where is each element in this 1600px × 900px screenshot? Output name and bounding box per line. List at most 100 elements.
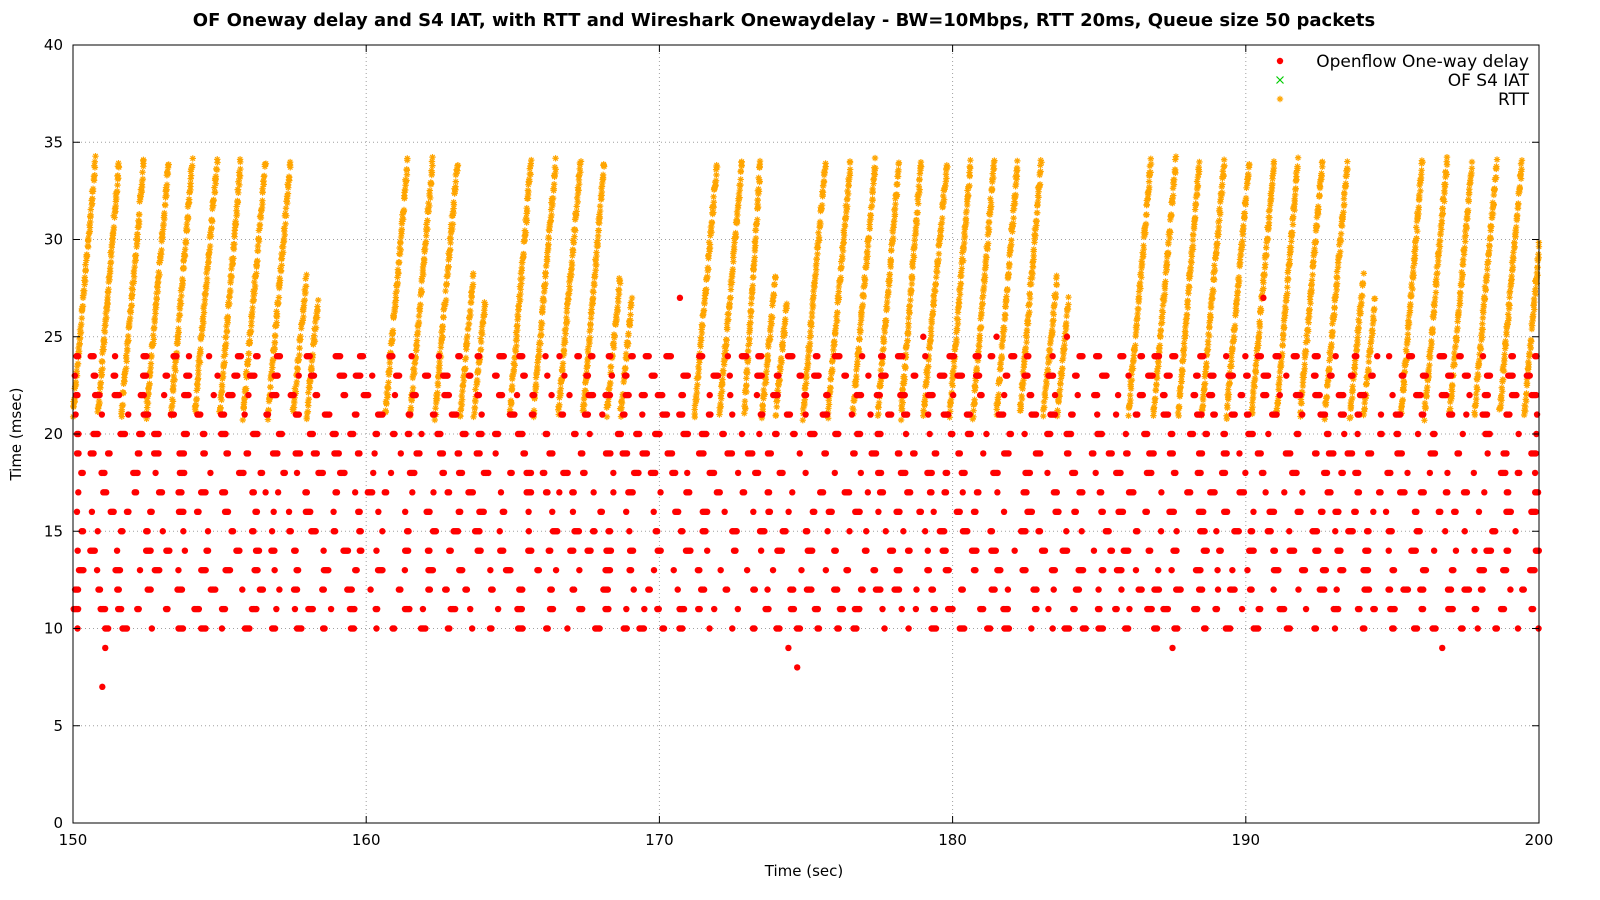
rtt-point [1294,165,1301,172]
rtt-point [157,253,164,260]
rtt-point [1490,201,1497,208]
rtt-point [1127,385,1135,393]
rtt-point [197,348,204,355]
rtt-point [940,192,947,200]
rtt-point [586,327,593,335]
rtt-point [1506,294,1513,301]
rtt-point [1290,203,1298,210]
oneway-delay-point [1295,586,1302,593]
rtt-point [223,327,231,335]
rtt-point [1270,164,1278,172]
rtt-point [890,224,897,231]
rtt-point [279,251,286,258]
rtt-point [1333,286,1340,294]
rtt-point [1414,227,1421,235]
rtt-point [920,408,928,416]
rtt-point [469,284,476,292]
rtt-point [1512,229,1520,236]
rtt-point [1287,244,1295,251]
rtt-point [1262,261,1269,268]
rtt-point [892,195,899,202]
rtt-point [303,271,310,279]
rtt-point [1302,348,1310,355]
rtt-point [308,357,316,365]
rtt-point [271,339,279,346]
oneway-delay-point [549,605,557,613]
rtt-point [826,388,834,395]
rtt-point [967,156,974,164]
rtt-point [1371,305,1378,313]
rtt-point [1264,235,1272,243]
rtt-point [177,300,184,307]
rtt-point [581,394,588,401]
rtt-point [264,416,272,423]
rtt-point [938,219,946,227]
rtt-point [861,274,868,281]
rtt-point [885,282,893,289]
rtt-point [273,319,280,326]
rtt-point [1415,206,1422,213]
rtt-point [1364,374,1371,382]
rtt-point [566,283,573,290]
rtt-point [75,347,83,355]
rtt-point [197,335,205,343]
rtt-point [614,295,622,302]
rtt-point [1324,382,1331,390]
rtt-point [1367,345,1374,352]
rtt-point [825,401,833,408]
rtt-point [1533,280,1540,287]
rtt-point [758,414,766,422]
rtt-point [1155,363,1162,370]
rtt-point [867,212,875,219]
rtt-point [1294,154,1302,161]
rtt-point [720,367,727,374]
oneway-delay-point [1004,605,1012,613]
rtt-point [415,320,423,327]
rtt-point [412,353,419,360]
rtt-point [1279,336,1287,343]
rtt-point [522,229,530,236]
rtt-point [235,178,242,185]
oneway-delay-point [1479,586,1486,593]
rtt-point [1489,204,1497,212]
rtt-point [747,319,754,327]
rtt-point [248,318,255,325]
rtt-point [1475,360,1483,368]
rtt-point [855,345,862,352]
rtt-point [1037,168,1044,175]
rtt-point [625,331,632,339]
rtt-point [1162,269,1169,276]
rtt-point [693,385,700,392]
rtt-point [1465,198,1472,205]
rtt-point [1249,399,1256,406]
rtt-point [447,246,454,253]
rtt-point [1398,403,1405,411]
rtt-point [570,239,577,246]
rtt-point [1158,313,1166,320]
rtt-point [1334,264,1342,271]
rtt-point [1522,407,1529,415]
rtt-point [626,322,634,329]
rtt-point [1211,262,1218,269]
rtt-point [205,258,212,266]
rtt-point [1239,241,1246,249]
oneway-delay-point [751,586,759,593]
rtt-point [1138,274,1145,281]
rtt-point [130,267,138,275]
rtt-point [1308,281,1315,288]
rtt-point [925,356,932,364]
rtt-point [1472,391,1480,398]
rtt-point [1129,365,1137,372]
rtt-point [281,231,288,239]
oneway-delay-point [350,625,358,632]
rtt-point [728,279,736,286]
rtt-point [533,371,540,378]
rtt-point [954,309,962,316]
rtt-point [257,214,265,222]
rtt-point [1028,280,1035,288]
rtt-point [524,195,532,202]
rtt-point [1245,172,1252,180]
rtt-point [199,323,206,331]
rtt-point [1061,342,1068,349]
rtt-point [1478,336,1485,344]
